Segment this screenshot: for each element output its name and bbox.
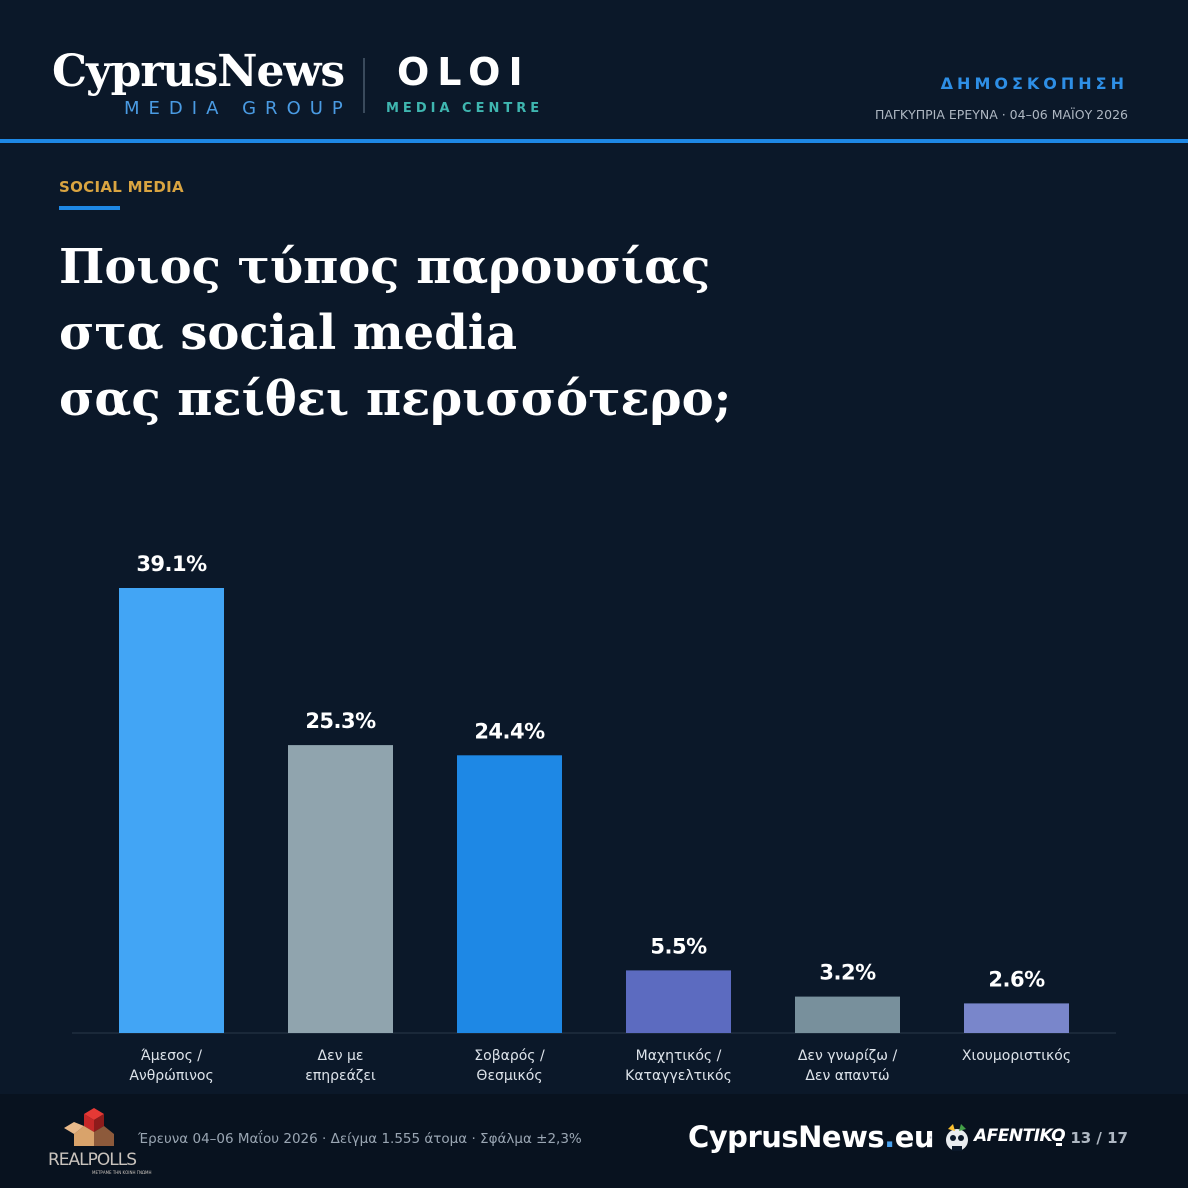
section-underline	[59, 206, 120, 210]
survey-date: ΠΑΓΚΥΠΡΙΑ ΕΡΕΥΝΑ · 04–06 ΜΑΪΟΥ 2026	[874, 107, 1128, 122]
kicker: ΔΗΜΟΣΚΟΠΗΣΗ	[940, 74, 1128, 93]
category-label: Σοβαρός / Θεσμικός	[474, 1048, 545, 1084]
realpolls-wordmark: REALPOLLS	[48, 1150, 137, 1170]
category-label: Άμεσος / Ανθρώπινος	[129, 1048, 213, 1084]
afentiko-logo-icon	[946, 1124, 1062, 1151]
bar	[626, 970, 731, 1033]
bar	[964, 1003, 1069, 1033]
bar	[795, 996, 900, 1033]
category-label-line: επηρεάζει	[305, 1068, 376, 1084]
survey-meta: Έρευνα 04–06 Μαΐου 2026 · Δείγμα 1.555 ά…	[138, 1131, 582, 1147]
site-dot: .	[884, 1120, 895, 1154]
oloi-logo: OLOI	[397, 50, 531, 94]
chart-title: Ποιος τύπος παρουσίας στα social media σ…	[59, 239, 732, 427]
site-tld: eu	[894, 1120, 935, 1154]
bar	[457, 755, 562, 1033]
realpolls-tagline: ΜΕΤΡΑΜΕ ΤΗΝ ΚΟΙΝΗ ΓΝΩΜΗ	[92, 1170, 152, 1175]
site-name: CyprusNews	[688, 1120, 885, 1154]
category-label: Χιουμοριστικός	[962, 1048, 1071, 1064]
category-label-line: Άμεσος /	[141, 1048, 202, 1064]
logo-separator	[363, 58, 365, 113]
category-label-line: Θεσμικός	[476, 1068, 542, 1084]
category-label-line: Σοβαρός /	[474, 1048, 545, 1064]
header-rule	[0, 139, 1188, 143]
category-label-line: Καταγγελτικός	[625, 1068, 732, 1084]
category-label-line: Χιουμοριστικός	[962, 1048, 1071, 1064]
cyprusnews-logo: CyprusNews MEDIA GROUP	[52, 46, 345, 119]
category-label-line: Μαχητικός /	[636, 1048, 722, 1064]
afentiko-wordmark: AFENTIKO	[974, 1126, 1066, 1146]
category-label-line: Δεν απαντώ	[805, 1068, 889, 1084]
category-label-line: Δεν γνωρίζω /	[798, 1048, 898, 1064]
category-label-line: Δεν με	[318, 1048, 364, 1064]
brand-sub: MEDIA GROUP	[124, 98, 352, 119]
value-label: 5.5%	[650, 934, 707, 958]
footer	[0, 1094, 1188, 1188]
bar-chart: 39.1% Άμεσος / Ανθρώπινος 25.3% Δεν με επηρεά…	[72, 552, 1116, 1084]
header	[0, 0, 1188, 140]
brand-name: CyprusNews	[52, 46, 345, 97]
value-label: 2.6%	[988, 967, 1045, 991]
page-indicator: 13 / 17	[1070, 1129, 1128, 1147]
oloi-sub: MEDIA CENTRE	[386, 101, 544, 116]
realpolls-logo-icon	[64, 1108, 114, 1146]
value-label: 39.1%	[136, 552, 207, 576]
site-link[interactable]: CyprusNews.eu	[688, 1120, 935, 1154]
category-label: Μαχητικός / Καταγγελτικός	[625, 1048, 732, 1084]
section-label: SOCIAL MEDIA	[59, 178, 184, 196]
bar	[288, 745, 393, 1033]
value-label: 3.2%	[819, 961, 876, 985]
value-label: 25.3%	[305, 709, 376, 733]
category-label: Δεν γνωρίζω / Δεν απαντώ	[798, 1048, 898, 1084]
footer-separator: ·	[928, 1128, 934, 1147]
bar	[119, 588, 224, 1033]
value-label: 24.4%	[474, 719, 545, 743]
category-label-line: Ανθρώπινος	[129, 1068, 213, 1084]
category-label: Δεν με επηρεάζει	[305, 1048, 376, 1084]
